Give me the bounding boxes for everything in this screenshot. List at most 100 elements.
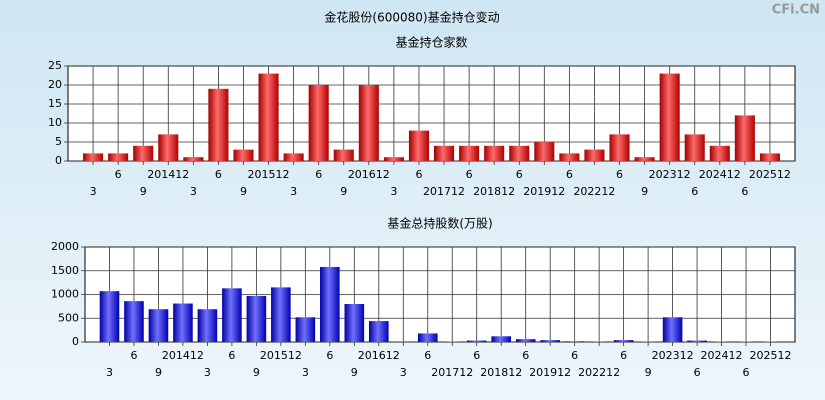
x-tick-label: 6 bbox=[571, 349, 578, 362]
x-tick-label: 201812 bbox=[480, 366, 522, 379]
bar bbox=[158, 134, 179, 161]
bar bbox=[197, 309, 218, 342]
x-tick-label: 6 bbox=[424, 349, 431, 362]
bar bbox=[383, 157, 404, 161]
x-tick-label: 6 bbox=[743, 366, 750, 379]
x-tick-label: 6 bbox=[466, 168, 473, 181]
y-tick-label: 15 bbox=[48, 97, 62, 110]
x-tick-label: 9 bbox=[351, 366, 358, 379]
y-tick-label: 500 bbox=[58, 311, 79, 324]
x-tick-label: 6 bbox=[415, 168, 422, 181]
x-tick-label: 6 bbox=[326, 349, 333, 362]
x-tick-label: 6 bbox=[228, 349, 235, 362]
x-tick-label: 3 bbox=[90, 185, 97, 198]
bar bbox=[246, 295, 267, 342]
bar bbox=[484, 145, 505, 161]
x-tick-label: 3 bbox=[190, 185, 197, 198]
bar bbox=[687, 340, 707, 342]
chart-title: 基金持仓家数 bbox=[395, 35, 467, 50]
x-tick-label: 201512 bbox=[260, 349, 302, 362]
x-tick-label: 202312 bbox=[649, 168, 691, 181]
x-tick-label: 202412 bbox=[699, 168, 741, 181]
bar bbox=[559, 153, 580, 161]
x-tick-label: 201912 bbox=[529, 366, 571, 379]
x-tick-label: 201712 bbox=[431, 366, 473, 379]
y-tick-label: 5 bbox=[55, 135, 62, 148]
bar bbox=[233, 149, 254, 161]
x-tick-label: 201812 bbox=[473, 185, 515, 198]
x-tick-label: 201712 bbox=[423, 185, 465, 198]
bar bbox=[684, 134, 705, 161]
bar bbox=[148, 309, 169, 342]
x-tick-label: 201612 bbox=[348, 168, 390, 181]
bar bbox=[434, 145, 455, 161]
bar bbox=[108, 153, 129, 161]
bar bbox=[509, 145, 530, 161]
bar bbox=[258, 73, 279, 161]
bar bbox=[344, 304, 365, 342]
x-tick-label: 202212 bbox=[573, 185, 615, 198]
x-tick-label: 201412 bbox=[162, 349, 204, 362]
bar bbox=[369, 321, 389, 342]
x-tick-label: 202312 bbox=[652, 349, 694, 362]
bar bbox=[466, 340, 487, 342]
x-tick-label: 9 bbox=[340, 185, 347, 198]
y-tick-label: 20 bbox=[48, 78, 62, 91]
bar bbox=[659, 73, 680, 161]
bar bbox=[564, 341, 585, 342]
bar bbox=[124, 301, 144, 342]
bar bbox=[295, 317, 316, 342]
x-tick-label: 3 bbox=[290, 185, 297, 198]
bar bbox=[417, 333, 438, 342]
y-tick-label: 1000 bbox=[51, 288, 79, 301]
bar bbox=[333, 149, 354, 161]
bar bbox=[662, 317, 683, 342]
bar bbox=[634, 157, 655, 161]
bar bbox=[534, 142, 555, 161]
x-tick-label: 202212 bbox=[578, 366, 620, 379]
y-tick-label: 10 bbox=[48, 116, 62, 129]
x-tick-label: 6 bbox=[741, 185, 748, 198]
bar bbox=[515, 339, 536, 342]
x-tick-label: 6 bbox=[315, 168, 322, 181]
x-tick-label: 6 bbox=[516, 168, 523, 181]
bar bbox=[208, 88, 229, 161]
x-tick-label: 6 bbox=[566, 168, 573, 181]
x-tick-label: 201612 bbox=[358, 349, 400, 362]
bar bbox=[491, 336, 511, 342]
x-tick-label: 202512 bbox=[749, 168, 791, 181]
bar bbox=[99, 291, 120, 342]
x-tick-label: 9 bbox=[155, 366, 162, 379]
x-tick-label: 6 bbox=[130, 349, 137, 362]
x-tick-label: 201512 bbox=[248, 168, 290, 181]
bar bbox=[358, 85, 379, 161]
bar bbox=[283, 153, 304, 161]
x-tick-label: 3 bbox=[302, 366, 309, 379]
x-tick-label: 6 bbox=[620, 349, 627, 362]
x-tick-label: 201412 bbox=[147, 168, 189, 181]
x-tick-label: 201912 bbox=[523, 185, 565, 198]
x-tick-label: 3 bbox=[204, 366, 211, 379]
bar bbox=[759, 153, 780, 161]
bar bbox=[709, 145, 730, 161]
x-tick-label: 202512 bbox=[750, 349, 792, 362]
x-tick-label: 9 bbox=[645, 366, 652, 379]
bar bbox=[173, 303, 193, 342]
bar bbox=[734, 115, 755, 161]
bar bbox=[609, 134, 630, 161]
x-tick-label: 3 bbox=[390, 185, 397, 198]
bar bbox=[408, 130, 429, 161]
bar bbox=[308, 85, 329, 161]
x-tick-label: 9 bbox=[140, 185, 147, 198]
x-tick-label: 9 bbox=[240, 185, 247, 198]
y-tick-label: 1500 bbox=[51, 264, 79, 277]
watermark: CFi.CN bbox=[772, 3, 820, 18]
x-tick-label: 9 bbox=[641, 185, 648, 198]
y-tick-label: 2000 bbox=[51, 240, 79, 253]
x-tick-label: 6 bbox=[215, 168, 222, 181]
y-tick-label: 25 bbox=[48, 59, 62, 72]
bar bbox=[183, 157, 204, 161]
x-tick-label: 6 bbox=[522, 349, 529, 362]
x-tick-label: 202412 bbox=[701, 349, 743, 362]
x-tick-label: 6 bbox=[691, 185, 698, 198]
